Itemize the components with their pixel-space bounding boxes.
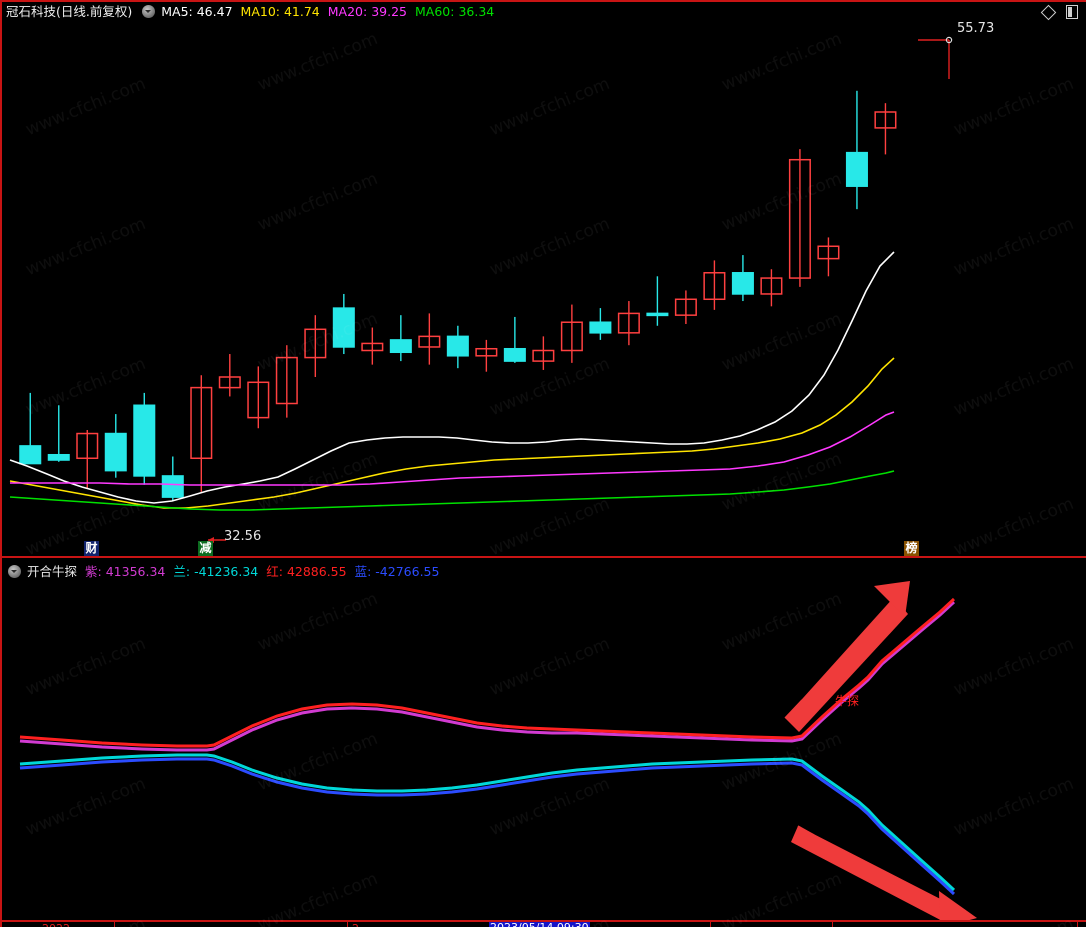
candle-body: [731, 272, 754, 295]
down-arrow: [791, 825, 977, 920]
candle-body: [760, 277, 783, 295]
restore-window-icon[interactable]: [1066, 5, 1078, 19]
ma20-legend: MA20: 39.25: [328, 3, 407, 20]
candle-body: [76, 432, 99, 460]
ma5-line: [9, 251, 895, 504]
candle-body: [275, 356, 298, 405]
indicator-chart-panel[interactable]: [2, 580, 1086, 920]
window-controls: [1040, 4, 1078, 20]
ma5-label: MA5:: [161, 4, 193, 19]
indicator-panel-header: 开合牛探 紫: 41356.34 兰: -41236.34 红: 42886.5…: [6, 563, 447, 580]
legend-lan-value: -41236.34: [194, 564, 259, 579]
ma60-line: [9, 470, 895, 511]
marker-cai[interactable]: 财: [84, 541, 99, 556]
date-tick-1: 2: [352, 922, 359, 927]
diamond-icon[interactable]: [1040, 4, 1057, 20]
candle-body: [532, 349, 555, 362]
marker-bang[interactable]: 榜: [904, 541, 919, 556]
date-axis[interactable]: 2022 2 2023/05/14 09:30: [2, 922, 1086, 927]
candle-body: [190, 386, 213, 460]
candle-body: [247, 381, 270, 419]
candle-body: [674, 298, 697, 316]
legend-red-value: 42886.55: [286, 564, 347, 579]
ma10-value: 41.74: [283, 4, 320, 19]
candle-body: [560, 321, 583, 352]
marker-jian[interactable]: 减: [198, 541, 213, 556]
chevron-down-circle-icon[interactable]: [142, 5, 156, 18]
legend-lan-label: 兰:: [173, 564, 191, 579]
candle-body: [218, 376, 241, 389]
candle-body: [589, 321, 612, 334]
candle-body: [845, 151, 868, 187]
cyan-line: [19, 753, 956, 892]
ma20-value: 39.25: [371, 4, 407, 19]
red-line: [19, 597, 956, 748]
price-chart-panel[interactable]: [2, 19, 1086, 556]
candle-body: [104, 432, 127, 472]
ma20-label: MA20:: [327, 4, 368, 19]
candle-body: [874, 111, 897, 129]
blue-line: [19, 757, 956, 896]
price-high-marker: [918, 36, 953, 79]
high-price-tag: 55.73: [957, 21, 995, 36]
ma60-value: 36.34: [458, 4, 495, 19]
ma10-legend: MA10: 41.74: [241, 3, 320, 20]
ma60-legend: MA60: 36.34: [415, 3, 494, 20]
candle-body: [646, 312, 669, 317]
candle-body: [161, 475, 184, 498]
legend-blue-value: -42766.55: [375, 564, 440, 579]
legend-blue-label: 蓝:: [354, 564, 372, 579]
indicator-title[interactable]: 开合牛探: [27, 564, 78, 579]
ma10-label: MA10:: [240, 4, 280, 19]
legend-blue: 蓝: -42766.55: [355, 563, 440, 580]
purple-line: [19, 600, 956, 752]
legend-red: 红: 42886.55: [266, 563, 346, 580]
legend-lan: 兰: -41236.34: [173, 563, 258, 580]
candle-body: [446, 335, 469, 357]
candle-body: [788, 158, 811, 279]
candle-body: [332, 307, 355, 348]
low-price-tag: 32.56: [224, 529, 262, 544]
legend-purple-value: 41356.34: [105, 564, 166, 579]
panel-divider[interactable]: [2, 556, 1086, 558]
legend-purple-label: 紫:: [85, 564, 102, 579]
legend-purple: 紫: 41356.34: [85, 563, 165, 580]
price-chart-svg: [9, 36, 953, 543]
price-panel-header: 冠石科技(日线.前复权) MA5: 46.47 MA10: 41.74 MA20…: [6, 3, 502, 20]
indicator-chart-svg: [19, 581, 977, 920]
candle-body: [389, 339, 412, 354]
date-selected: 2023/05/14 09:30: [489, 922, 590, 927]
candle-body: [703, 272, 726, 301]
candle-body: [304, 328, 327, 359]
candle-body: [817, 245, 840, 260]
candle-body: [47, 453, 70, 461]
chevron-down-circle-icon[interactable]: [8, 565, 21, 578]
bottom-axis-line: [2, 920, 1086, 922]
candle-body: [133, 404, 156, 477]
candlestick-series: [19, 90, 897, 501]
candle-body: [19, 445, 42, 465]
symbol-label[interactable]: 冠石科技(日线.前复权): [6, 4, 133, 19]
ma20-line: [10, 411, 895, 486]
candle-body: [475, 347, 498, 357]
candle-body: [503, 347, 526, 362]
date-tick-0: 2022: [42, 922, 70, 927]
candle-body: [418, 335, 441, 348]
up-arrow: [784, 581, 910, 732]
ma60-label: MA60:: [415, 4, 455, 19]
candle-body: [361, 342, 384, 352]
ma5-value: 46.47: [196, 4, 233, 19]
legend-red-label: 红:: [266, 564, 283, 579]
candle-body: [617, 312, 640, 334]
ma5-legend: MA5: 46.47: [161, 3, 232, 20]
bull-probe-annotation: 牛探: [835, 694, 860, 708]
